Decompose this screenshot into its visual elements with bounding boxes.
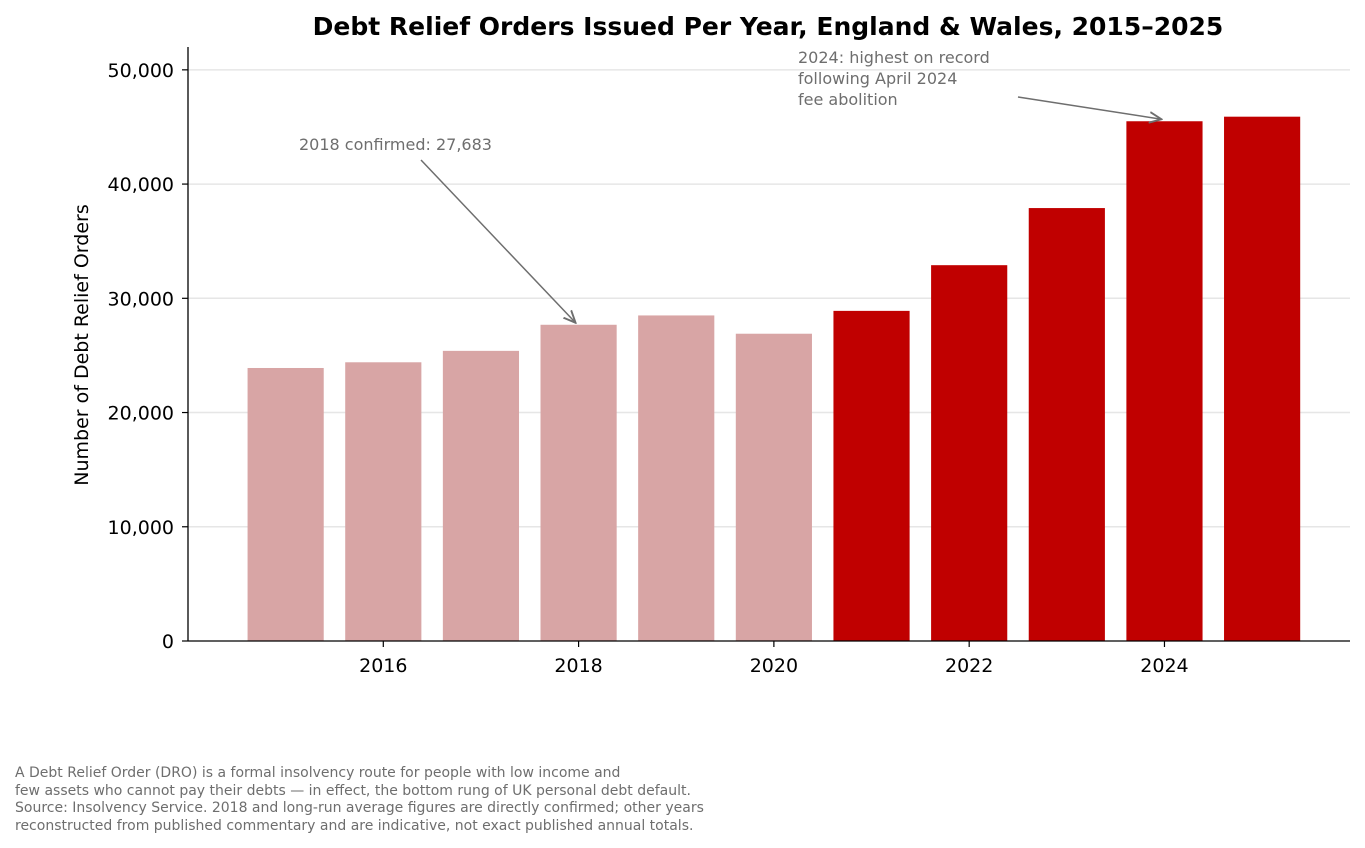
annotation-text: 2024: highest on record <box>798 48 990 67</box>
y-tick-label: 20,000 <box>108 403 174 425</box>
bar-2018 <box>540 324 617 641</box>
x-tick-label: 2024 <box>1140 655 1188 677</box>
footnote-line: reconstructed from published commentary … <box>15 817 694 834</box>
bar-2016 <box>345 362 422 641</box>
chart-title: Debt Relief Orders Issued Per Year, Engl… <box>313 12 1224 41</box>
bar-2023 <box>1028 208 1105 642</box>
bar-chart: Debt Relief Orders Issued Per Year, Engl… <box>71 12 1350 677</box>
bar-2024 <box>1126 121 1203 641</box>
x-tick-label: 2020 <box>750 655 798 677</box>
bar-2019 <box>638 315 715 641</box>
y-axis-ticks: 0 10,000 20,000 30,000 40,000 50,000 <box>108 60 188 653</box>
bar-2020 <box>735 333 812 641</box>
x-tick-label: 2018 <box>554 655 602 677</box>
bar-2017 <box>442 350 520 641</box>
bar-2015 <box>247 367 324 641</box>
x-tick-label: 2016 <box>359 655 407 677</box>
y-tick-label: 30,000 <box>108 288 174 310</box>
y-axis-label: Number of Debt Relief Orders <box>71 204 93 486</box>
annotation-arrow <box>1017 96 1161 119</box>
bar-2021 <box>833 310 910 641</box>
footnote-line: few assets who cannot pay their debts — … <box>15 782 691 799</box>
axes <box>187 47 1350 642</box>
footnote: A Debt Relief Order (DRO) is a formal in… <box>15 765 915 835</box>
footnote-line: A Debt Relief Order (DRO) is a formal in… <box>15 765 621 781</box>
annotation-text: 2018 confirmed: 27,683 <box>299 135 492 154</box>
y-tick-label: 50,000 <box>108 60 174 82</box>
y-tick-label: 0 <box>162 631 174 653</box>
y-tick-label: 10,000 <box>108 517 174 539</box>
annotation-arrow <box>420 159 576 323</box>
bar-2025 <box>1224 116 1301 641</box>
annotation-text: fee abolition <box>798 90 898 109</box>
annotation-text: following April 2024 <box>798 69 957 88</box>
x-tick-label: 2022 <box>945 655 993 677</box>
bars <box>247 116 1301 642</box>
annotations: 2018 confirmed: 27,683 2024: highest on r… <box>299 48 1161 323</box>
footnote-line: Source: Insolvency Service. 2018 and lon… <box>15 800 704 816</box>
y-tick-label: 40,000 <box>108 174 174 196</box>
x-axis-ticks: 2016 2018 2020 2022 2024 <box>359 641 1189 677</box>
bar-2022 <box>931 265 1008 641</box>
